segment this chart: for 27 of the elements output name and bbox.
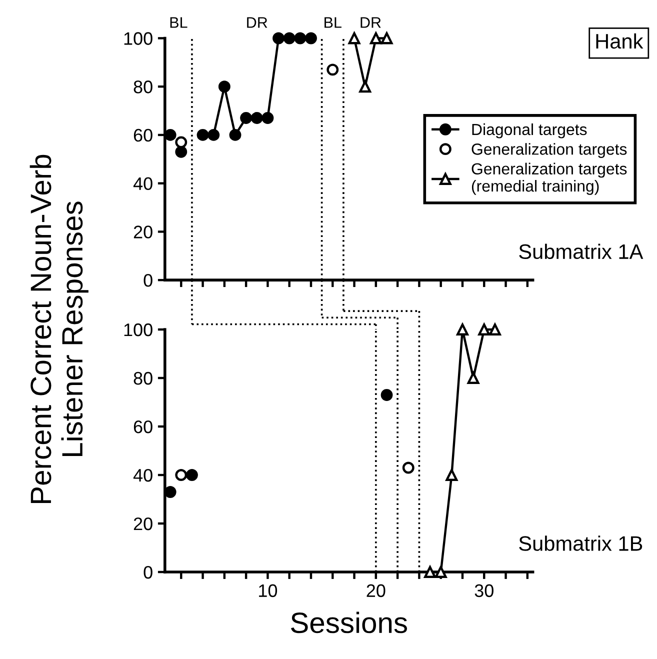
annotation: Submatrix 1A (519, 244, 644, 260)
y-tick-label: 60 (134, 420, 152, 434)
x-axis-title: Sessions (291, 612, 407, 634)
text: BL (170, 17, 188, 28)
text: BL (324, 17, 342, 28)
text: DR (247, 17, 268, 28)
y-tick-label: 0 (144, 566, 152, 579)
y-tick-label: 20 (134, 517, 152, 530)
y-tick-label: 40 (133, 468, 152, 482)
y-tick-label: 20 (134, 226, 152, 238)
legend-label: Generalization targets (remedial training) (472, 162, 627, 195)
text: Hank (596, 33, 644, 49)
y-tick-label: 80 (134, 372, 152, 385)
y-tick-label: 0 (144, 274, 152, 287)
text: DR (360, 17, 381, 28)
y-tick-label: 40 (133, 177, 152, 190)
y-tick-label: 60 (134, 128, 152, 142)
y-tick-label: 100 (124, 32, 152, 45)
legend-label: Generalization targets (472, 143, 627, 158)
legend-label: Diagonal targets (472, 123, 587, 138)
x-tick-label: 20 (366, 584, 386, 598)
x-tick-label: 30 (474, 584, 494, 598)
x-tick-label: 10 (259, 584, 278, 598)
y-axis-title: Percent Correct Noun-Verb Listener Responses (30, 154, 88, 503)
annotation: Submatrix 1B (519, 536, 642, 551)
y-tick-label: 80 (134, 80, 152, 94)
y-tick-label: 100 (124, 323, 152, 336)
